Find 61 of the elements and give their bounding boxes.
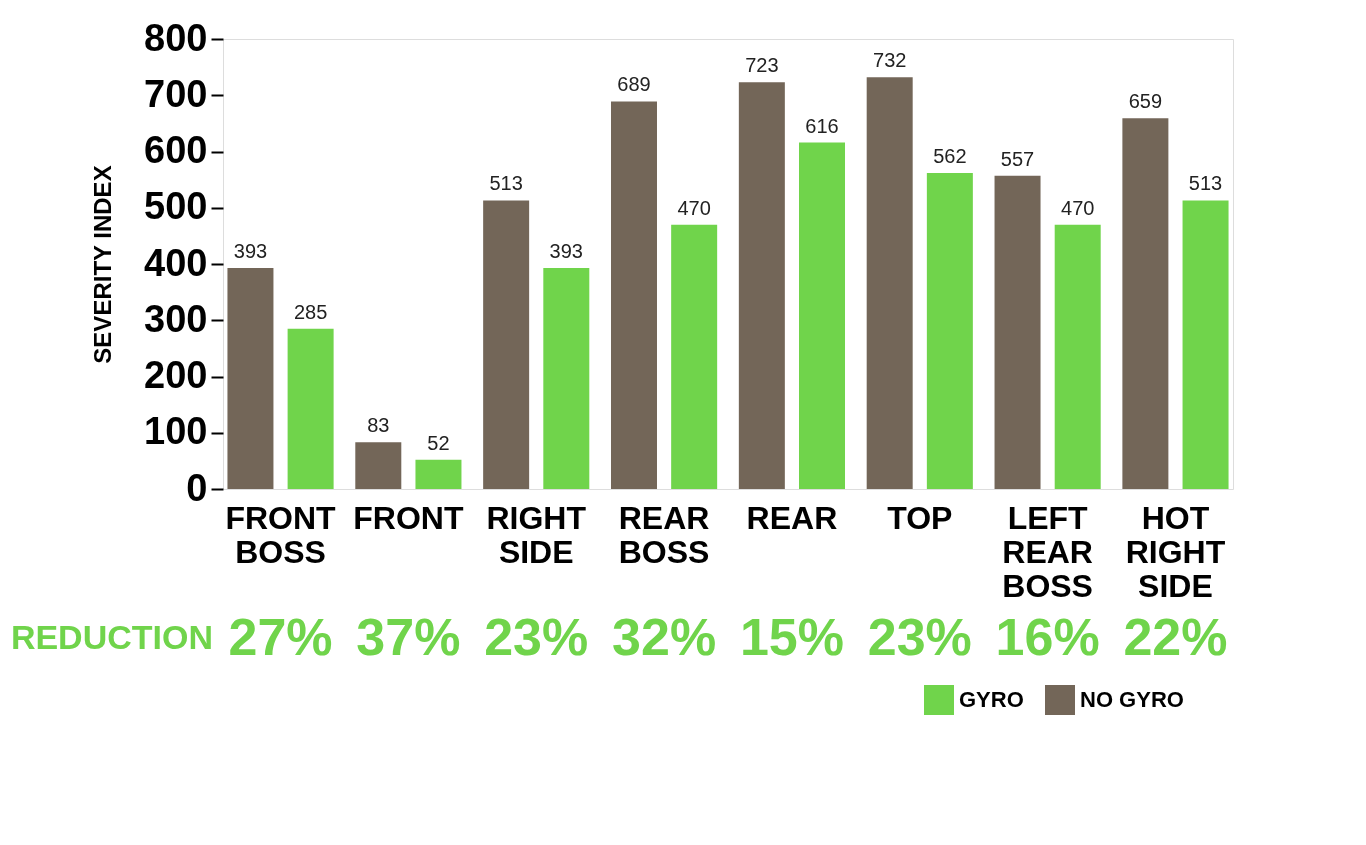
x-tick-label: HOT RIGHT SIDE — [1125, 499, 1226, 604]
x-tick-label: FRONT — [353, 499, 464, 536]
y-tick-label: 200 — [144, 354, 208, 396]
data-label: 83 — [367, 414, 390, 437]
text: 16% — [995, 608, 1100, 666]
data-label: 285 — [293, 300, 328, 323]
data-label: 52 — [427, 431, 450, 454]
bar — [415, 459, 462, 489]
data-label: 732 — [873, 49, 907, 72]
text: 37% — [356, 608, 461, 666]
bar — [1054, 224, 1101, 489]
bar — [738, 82, 785, 489]
text: 22% — [1123, 608, 1228, 666]
legend-label: GYRO — [959, 687, 1024, 712]
bar — [799, 142, 846, 489]
bar — [1122, 118, 1169, 489]
y-tick-label: 300 — [144, 297, 208, 340]
bar — [287, 328, 334, 489]
data-label: 470 — [1061, 196, 1095, 219]
y-tick-label: 600 — [144, 129, 208, 171]
y-tick-label: 700 — [144, 72, 208, 115]
data-label: 393 — [233, 239, 268, 262]
legend-label: NO GYRO — [1080, 687, 1184, 712]
text: 32% — [612, 608, 717, 666]
x-tick-label: REAR BOSS — [618, 499, 710, 570]
y-axis-title: SEVERITY INDEX — [89, 165, 117, 364]
data-label: 557 — [1000, 147, 1035, 170]
data-label: 562 — [933, 144, 967, 167]
bar — [926, 172, 973, 489]
bar — [866, 77, 913, 489]
x-tick-label: RIGHT SIDE — [486, 499, 587, 570]
data-label: 659 — [1128, 90, 1163, 113]
y-tick-label: 100 — [144, 410, 208, 453]
data-label: 513 — [1188, 172, 1223, 195]
data-label: 393 — [549, 239, 583, 262]
data-label: 689 — [617, 73, 651, 96]
data-label: 513 — [489, 172, 523, 195]
bar — [1182, 200, 1229, 489]
text: 23% — [867, 608, 972, 666]
bar — [355, 442, 402, 489]
y-tick-label: 400 — [144, 241, 208, 284]
bar — [483, 200, 530, 489]
data-label: 616 — [805, 114, 839, 137]
x-tick-label: LEFT REAR BOSS — [1002, 499, 1093, 604]
bar — [671, 224, 718, 489]
y-tick-label: 800 — [144, 16, 208, 59]
y-tick-label: 500 — [144, 185, 208, 228]
y-tick-label: 0 — [186, 466, 208, 509]
x-tick-label: REAR — [746, 499, 838, 536]
text: REDUCTION — [10, 618, 213, 656]
bar — [610, 101, 657, 489]
data-label: 470 — [677, 196, 711, 219]
text: 27% — [228, 608, 333, 666]
data-label: 723 — [745, 54, 779, 77]
bar — [227, 267, 274, 489]
bar — [994, 175, 1041, 489]
text: 23% — [484, 608, 589, 666]
x-tick-label: TOP — [887, 499, 953, 536]
text: 15% — [739, 608, 844, 666]
x-tick-label: FRONT BOSS — [225, 499, 337, 570]
bar — [543, 267, 590, 489]
